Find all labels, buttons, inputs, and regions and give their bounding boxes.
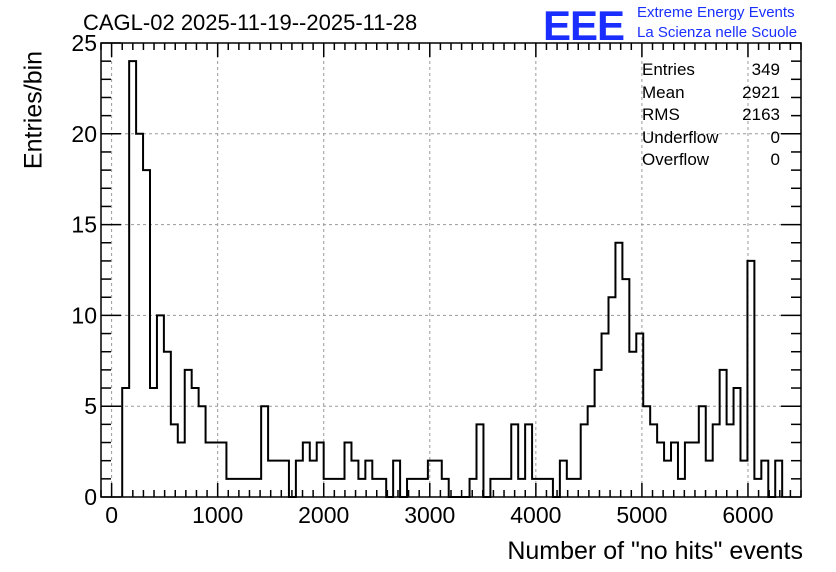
stats-row-entries: Entries 349 [642,59,780,82]
x-tick-label: 3000 [404,502,455,528]
stats-row-mean: Mean 2921 [642,82,780,105]
x-tick-label: 1000 [192,502,243,528]
y-tick-label: 20 [71,121,97,147]
y-tick-label: 5 [84,393,97,419]
stats-value: 349 [751,60,780,79]
stats-label: Entries [642,60,695,79]
y-tick-label: 0 [84,484,97,510]
stats-box: Entries 349 Mean 2921 RMS 2163 Underflow 0 O… [642,59,780,172]
y-axis-label: Entries/bin [19,50,48,170]
stats-row-underflow: Underflow 0 [642,127,780,150]
stats-value: 2921 [742,82,780,102]
stats-label: RMS [642,105,680,124]
x-tick-label: 4000 [510,502,561,528]
logo-line-2: La Scienza nelle Scuole [637,24,798,41]
logo-caption: Extreme Energy Events La Scienza nelle S… [637,3,797,43]
x-tick-label: 6000 [722,502,773,528]
y-tick-label: 25 [71,30,97,56]
axis-ticks [100,42,802,498]
eee-logo: EEE [543,2,625,49]
stats-value: 2163 [742,105,780,124]
y-tick-label: 10 [71,302,97,328]
stats-label: Overflow [642,150,710,169]
stats-label: Underflow [642,127,719,147]
stats-value: 0 [770,150,780,169]
x-tick-label: 5000 [616,502,667,528]
y-tick-label: 15 [71,212,97,238]
tick-labels: 0 1000 2000 3000 4000 5000 6000 0 5 10 15 20 25 [71,30,773,528]
stats-row-overflow: Overflow 0 [642,149,780,172]
stats-row-rms: RMS 2163 [642,104,780,127]
histogram-outline [121,60,784,498]
x-axis-label: Number of "no hits" events [507,537,803,565]
stats-label: Mean [642,82,685,102]
x-tick-label: 2000 [298,502,349,528]
logo-line-1: Extreme Energy Events [637,4,795,21]
chart-title: CAGL-02 2025-11-19--2025-11-28 [83,10,418,35]
stats-value: 0 [770,127,780,147]
x-tick-label: 0 [105,502,118,528]
